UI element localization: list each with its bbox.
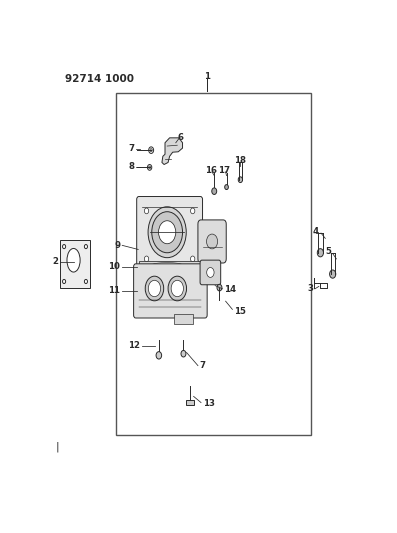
Text: 5: 5 xyxy=(326,247,331,256)
Bar xyxy=(139,261,200,268)
Ellipse shape xyxy=(67,248,80,272)
Text: 4: 4 xyxy=(313,227,319,236)
Polygon shape xyxy=(162,138,183,165)
Text: 18: 18 xyxy=(234,156,246,165)
Bar xyxy=(174,314,193,324)
Circle shape xyxy=(238,177,243,183)
Circle shape xyxy=(212,188,217,195)
Circle shape xyxy=(206,234,218,249)
Circle shape xyxy=(181,350,186,357)
Text: 13: 13 xyxy=(202,399,214,408)
FancyBboxPatch shape xyxy=(200,260,221,285)
Circle shape xyxy=(148,166,151,169)
Circle shape xyxy=(147,165,152,170)
Circle shape xyxy=(191,256,195,262)
Text: 1: 1 xyxy=(204,72,210,81)
Circle shape xyxy=(152,212,183,253)
Circle shape xyxy=(168,276,187,301)
FancyBboxPatch shape xyxy=(198,220,226,263)
Circle shape xyxy=(145,208,149,214)
Text: 7: 7 xyxy=(200,361,206,370)
Circle shape xyxy=(85,245,87,248)
Text: 12: 12 xyxy=(128,341,141,350)
Circle shape xyxy=(217,284,222,291)
Circle shape xyxy=(225,184,228,190)
Circle shape xyxy=(330,270,336,278)
Circle shape xyxy=(156,352,162,359)
Text: 6: 6 xyxy=(177,133,183,142)
Ellipse shape xyxy=(152,263,182,266)
Circle shape xyxy=(63,245,66,248)
FancyBboxPatch shape xyxy=(134,264,207,318)
Bar xyxy=(60,240,90,288)
Circle shape xyxy=(158,221,176,244)
Circle shape xyxy=(63,279,66,284)
Text: 15: 15 xyxy=(233,306,245,316)
Text: 3: 3 xyxy=(308,285,314,293)
Circle shape xyxy=(85,279,87,284)
Bar xyxy=(116,93,311,435)
Circle shape xyxy=(171,280,183,297)
Text: 10: 10 xyxy=(108,262,120,271)
Text: 11: 11 xyxy=(108,286,120,295)
Text: 14: 14 xyxy=(224,285,237,294)
Text: 17: 17 xyxy=(218,166,230,175)
Circle shape xyxy=(148,207,186,257)
Text: 7: 7 xyxy=(128,144,134,154)
Bar xyxy=(186,400,194,405)
Circle shape xyxy=(317,248,324,257)
Circle shape xyxy=(145,276,164,301)
Text: 2: 2 xyxy=(52,257,58,266)
Text: 92714 1000: 92714 1000 xyxy=(65,74,134,84)
Circle shape xyxy=(149,147,154,154)
Circle shape xyxy=(191,208,195,214)
Circle shape xyxy=(148,280,161,297)
Text: 9: 9 xyxy=(114,241,120,250)
Text: 8: 8 xyxy=(128,162,134,171)
FancyBboxPatch shape xyxy=(137,197,202,268)
Circle shape xyxy=(145,256,149,262)
Text: 16: 16 xyxy=(205,166,217,175)
Circle shape xyxy=(207,268,214,277)
Circle shape xyxy=(150,149,152,152)
Text: |: | xyxy=(56,441,59,451)
